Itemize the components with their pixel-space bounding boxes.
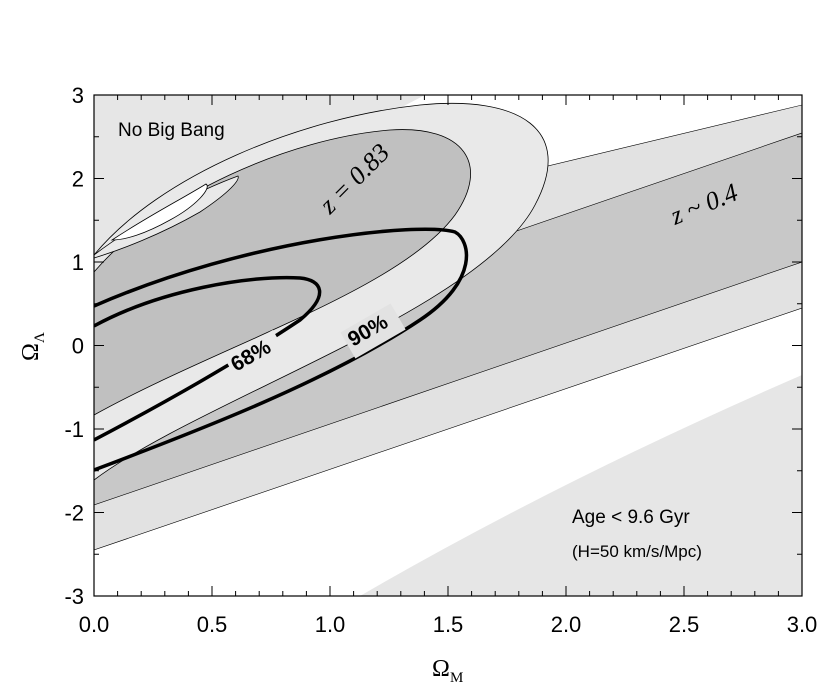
x-tick-label: 0.0	[79, 612, 110, 637]
no-big-bang-region	[94, 95, 425, 262]
label-90-backing	[340, 303, 406, 359]
age-limit-sublabel: (H=50 km/s/Mpc)	[572, 542, 702, 561]
x-tick-label: 2.0	[551, 612, 582, 637]
y-tick-label: -3	[64, 584, 84, 609]
y-axis-label: Ω Λ	[18, 332, 48, 361]
x-tick-label: 1.5	[433, 612, 464, 637]
contour-90	[94, 227, 469, 472]
y-tick-label: 2	[72, 167, 84, 192]
contour-68	[94, 275, 322, 442]
y-axis-label-main: Ω	[18, 343, 44, 361]
z083-excluded-core	[110, 183, 208, 241]
y-tick-label: 0	[72, 334, 84, 359]
z04-inner-band	[94, 132, 802, 506]
plot-area	[94, 95, 802, 596]
y-axis: 3 2 1 0 -1 -2 -3	[64, 83, 802, 609]
x-axis: 0.0 0.5 1.0 1.5 2.0 2.5 3.0	[79, 95, 818, 637]
y-tick-label: 1	[72, 250, 84, 275]
y-tick-label: 3	[72, 83, 84, 108]
x-tick-label: 3.0	[787, 612, 818, 637]
label-68-backing	[224, 330, 288, 384]
y-tick-label: -2	[64, 501, 84, 526]
x-axis-label: Ω M	[432, 656, 463, 686]
age-limit-label: Age < 9.6 Gyr	[572, 507, 690, 528]
x-axis-label-sub: M	[450, 670, 463, 686]
x-tick-label: 2.5	[669, 612, 700, 637]
x-tick-label: 0.5	[197, 612, 228, 637]
x-axis-label-main: Ω	[432, 656, 450, 682]
y-axis-label-sub: Λ	[32, 332, 48, 343]
age-limit-region	[360, 375, 802, 596]
no-big-bang-label: No Big Bang	[118, 120, 225, 141]
y-tick-label: -1	[64, 417, 84, 442]
x-tick-label: 1.0	[315, 612, 346, 637]
